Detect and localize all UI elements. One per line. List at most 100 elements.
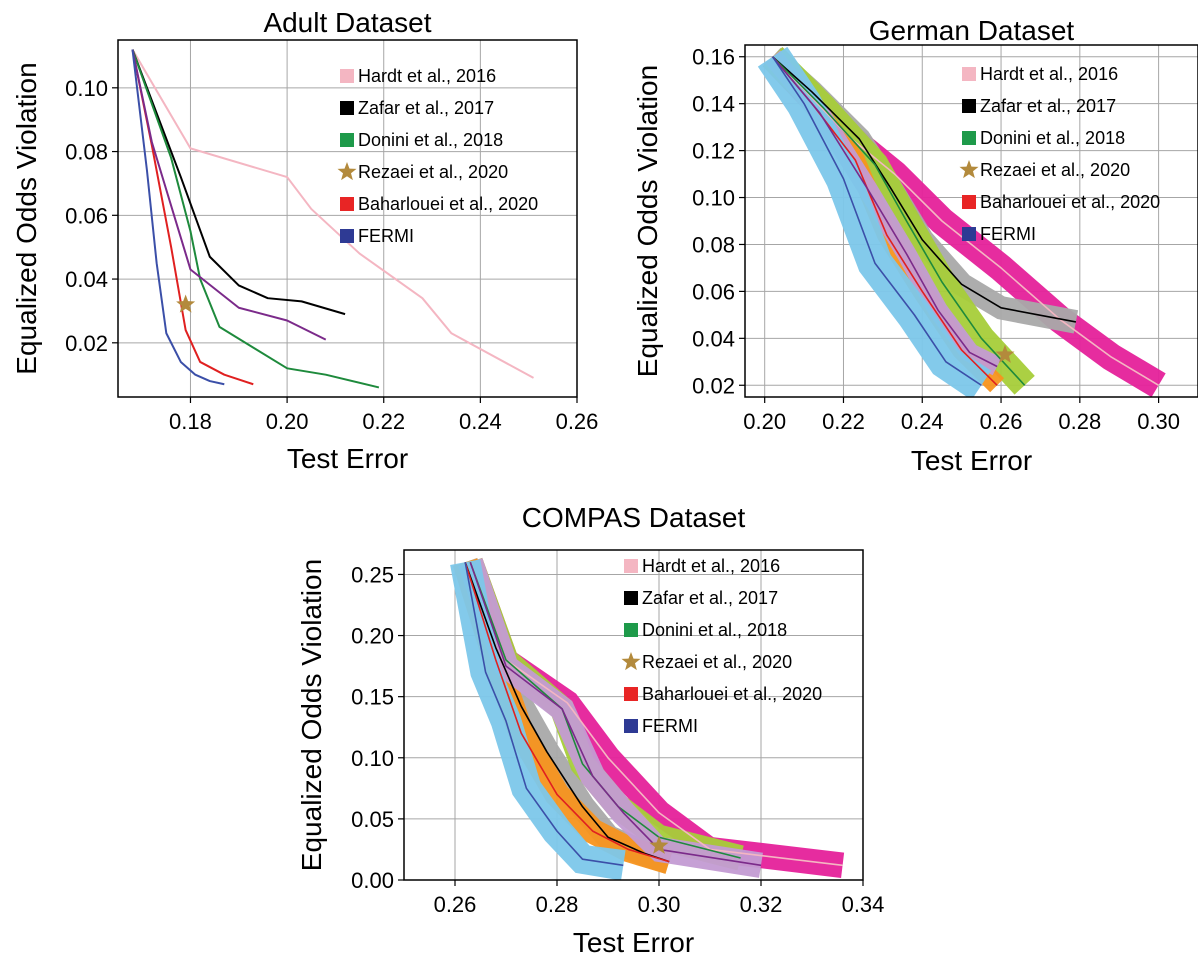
compas-ytick-label-1: 0.05	[351, 807, 394, 832]
german-ytick-label-6: 0.14	[692, 92, 735, 117]
german-xtick-label-4: 0.28	[1058, 409, 1101, 434]
compas-legend: Hardt et al., 2016 Zafar et al., 2017 Doni…	[621, 556, 822, 736]
german-x-axis-label: Test Error	[911, 445, 1032, 476]
adult-ytick-label-3: 0.08	[65, 140, 108, 165]
compas-legend-label-donini-et-al-2018: Donini et al., 2018	[642, 620, 787, 640]
compas-y-axis-label: Equalized Odds Violation	[296, 559, 327, 871]
compas-legend-label-zafar-et-al-2017: Zafar et al., 2017	[642, 588, 778, 608]
german-xtick-label-3: 0.26	[980, 409, 1023, 434]
german-marker-rezaei-et-al-2020	[995, 344, 1015, 363]
compas-xtick-label-3: 0.32	[740, 892, 783, 917]
adult-x-axis-label: Test Error	[287, 443, 408, 474]
compas-legend-swatch-zafar-et-al-2017	[624, 591, 638, 605]
compas-x-axis-label: Test Error	[573, 927, 694, 958]
german-legend-label-zafar-et-al-2017: Zafar et al., 2017	[980, 96, 1116, 116]
compas-legend-label-hardt-et-al-2016: Hardt et al., 2016	[642, 556, 780, 576]
german-xtick-label-2: 0.24	[901, 409, 944, 434]
adult-legend: Hardt et al., 2016 Zafar et al., 2017 Doni…	[337, 66, 538, 246]
compas-legend-swatch-fermi	[624, 719, 638, 733]
adult-plot-area	[131, 49, 534, 389]
compas-legend-swatch-hardt-et-al-2016	[624, 559, 638, 573]
adult-legend-label-baharlouei-et-al-2020: Baharlouei et al., 2020	[358, 194, 538, 214]
adult-ytick-label-4: 0.10	[65, 76, 108, 101]
compas-ytick-label-0: 0.00	[351, 868, 394, 893]
german-ytick-label-5: 0.12	[692, 139, 735, 164]
german-legend-label-baharlouei-et-al-2020: Baharlouei et al., 2020	[980, 192, 1160, 212]
german-legend-swatch-baharlouei-et-al-2020	[962, 195, 976, 209]
german-legend-swatch-hardt-et-al-2016	[962, 67, 976, 81]
adult-ytick-label-2: 0.06	[65, 203, 108, 228]
german-ytick-label-0: 0.02	[692, 373, 735, 398]
adult-legend-swatch-hardt-et-al-2016	[340, 69, 354, 83]
adult-legend-swatch-rezaei-et-al-2020	[337, 162, 357, 181]
compas-marker-rezaei-et-al-2020	[649, 835, 669, 854]
adult-line-zafar-et-al-2017	[131, 49, 346, 316]
adult-xtick-label-3: 0.24	[459, 409, 502, 434]
adult-marker-rezaei-et-al-2020	[176, 294, 196, 313]
compas-band-purple-unlabeled	[458, 558, 763, 878]
adult-line-purple-unlabeled	[131, 49, 327, 341]
compas-legend-swatch-baharlouei-et-al-2020	[624, 687, 638, 701]
compas-ytick-label-5: 0.25	[351, 562, 394, 587]
compas-chart: 0.26 0.28 0.30 0.32 0.34 0.00 0.05 0.10 0.15 0.20…	[296, 502, 884, 958]
german-band-fermi	[757, 46, 992, 397]
adult-ytick-label-0: 0.02	[65, 331, 108, 356]
adult-xtick-label-4: 0.26	[556, 409, 599, 434]
compas-xtick-label-0: 0.26	[434, 892, 477, 917]
adult-legend-label-rezaei-et-al-2020: Rezaei et al., 2020	[358, 162, 508, 182]
adult-plot-frame	[117, 39, 578, 398]
german-legend-swatch-donini-et-al-2018	[962, 131, 976, 145]
german-legend-label-hardt-et-al-2016: Hardt et al., 2016	[980, 64, 1118, 84]
compas-ytick-label-3: 0.15	[351, 685, 394, 710]
compas-line-zafar-et-al-2017	[464, 561, 670, 863]
compas-xtick-label-2: 0.30	[638, 892, 681, 917]
adult-chart: 0.18 0.20 0.22 0.24 0.26 0.02 0.04 0.06 0.08 0.10…	[11, 7, 598, 474]
compas-plot-frame	[403, 549, 864, 881]
german-line-purple-unlabeled	[771, 56, 998, 368]
german-chart-title: German Dataset	[869, 15, 1075, 46]
adult-legend-swatch-baharlouei-et-al-2020	[340, 197, 354, 211]
german-line-donini-et-al-2018	[772, 56, 1026, 386]
compas-xtick-label-1: 0.28	[536, 892, 579, 917]
german-ytick-label-1: 0.04	[692, 326, 735, 351]
compas-xtick-label-4: 0.34	[842, 892, 885, 917]
german-legend-swatch-fermi	[962, 227, 976, 241]
compas-legend-swatch-donini-et-al-2018	[624, 623, 638, 637]
compas-plot-area	[450, 557, 845, 880]
compas-legend-label-rezaei-et-al-2020: Rezaei et al., 2020	[642, 652, 792, 672]
compas-band-fermi	[450, 559, 626, 880]
adult-line-fermi	[131, 49, 225, 386]
german-plot-frame	[744, 44, 1198, 398]
adult-chart-title: Adult Dataset	[263, 7, 431, 38]
compas-legend-label-fermi: FERMI	[642, 716, 698, 736]
adult-legend-label-hardt-et-al-2016: Hardt et al., 2016	[358, 66, 496, 86]
adult-ytick-label-1: 0.04	[65, 267, 108, 292]
german-plot-area	[757, 46, 1166, 397]
adult-y-axis-label: Equalized Odds Violation	[11, 62, 42, 374]
adult-line-hardt-et-al-2016	[131, 49, 534, 379]
compas-line-baharlouei-et-al-2020	[464, 561, 670, 863]
compas-ytick-label-4: 0.20	[351, 624, 394, 649]
compas-band-hardt-et-al-2016	[458, 557, 845, 878]
adult-legend-swatch-zafar-et-al-2017	[340, 101, 354, 115]
german-line-zafar-et-al-2017	[772, 56, 1077, 323]
adult-xtick-label-1: 0.20	[266, 409, 309, 434]
german-chart: 0.20 0.22 0.24 0.26 0.28 0.30 0.02 0.04 0.06 0.08…	[632, 15, 1198, 476]
compas-legend-label-baharlouei-et-al-2020: Baharlouei et al., 2020	[642, 684, 822, 704]
adult-legend-swatch-donini-et-al-2018	[340, 133, 354, 147]
compas-chart-title: COMPAS Dataset	[522, 502, 746, 533]
german-ytick-label-4: 0.10	[692, 186, 735, 211]
german-y-axis-label: Equalized Odds Violation	[632, 65, 663, 377]
adult-xtick-label-2: 0.22	[362, 409, 405, 434]
german-line-fermi	[771, 56, 982, 386]
adult-xtick-label-0: 0.18	[169, 409, 212, 434]
german-xtick-label-1: 0.22	[822, 409, 865, 434]
adult-legend-swatch-fermi	[340, 229, 354, 243]
german-legend-swatch-zafar-et-al-2017	[962, 99, 976, 113]
german-ytick-label-2: 0.06	[692, 279, 735, 304]
german-line-hardt-et-al-2016	[771, 56, 1160, 386]
compas-legend-swatch-rezaei-et-al-2020	[621, 652, 641, 671]
german-legend: Hardt et al., 2016 Zafar et al., 2017 Doni…	[959, 64, 1160, 244]
german-legend-label-rezaei-et-al-2020: Rezaei et al., 2020	[980, 160, 1130, 180]
